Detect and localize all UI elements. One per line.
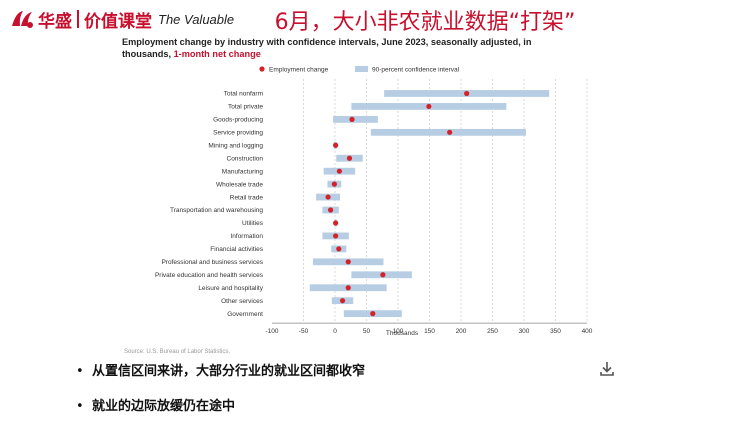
data-point	[447, 129, 453, 135]
category-label: Government	[227, 311, 263, 318]
category-label: Service providing	[213, 130, 263, 137]
category-label: Information	[230, 233, 263, 240]
data-point	[325, 194, 331, 200]
category-label: Utilities	[242, 220, 264, 227]
chart-legend: Employment change 90-percent confidence …	[259, 66, 460, 74]
category-label: Construction	[227, 155, 264, 162]
x-tick-label: 350	[550, 328, 561, 335]
chart-points	[325, 90, 470, 317]
category-label: Leisure and hospitality	[198, 285, 263, 292]
brand-logo: 华盛 价值课堂 The Valuable	[10, 6, 234, 32]
category-label: Manufacturing	[222, 168, 264, 175]
x-tick-label: 300	[519, 328, 530, 335]
data-point	[346, 155, 353, 161]
data-point	[333, 220, 339, 226]
data-point	[426, 103, 432, 110]
category-label: Financial activities	[210, 246, 263, 253]
bullet-item-1: 从置信区间来讲，大部分行业的就业区间都收窄	[76, 360, 365, 379]
category-label: Transportation and warehousing	[170, 207, 263, 214]
data-point	[333, 233, 339, 239]
data-point	[327, 207, 334, 213]
logo-text-en: The Valuable	[158, 11, 235, 27]
legend-label-employment-change: Employment change	[269, 67, 329, 74]
x-tick-label: 0	[333, 328, 337, 335]
data-point	[333, 142, 339, 148]
logo-mark-icon	[12, 11, 33, 28]
x-tick-label: 150	[424, 328, 435, 335]
x-tick-label: 100	[393, 328, 404, 335]
download-icon[interactable]	[598, 360, 616, 378]
x-tick-label: 50	[363, 328, 371, 335]
data-point	[339, 298, 346, 304]
data-point	[370, 311, 376, 317]
logo-separator	[77, 10, 79, 28]
category-label: Total private	[228, 104, 263, 111]
x-tick-label: 200	[456, 328, 467, 335]
data-point	[349, 116, 355, 122]
category-label: Goods-producing	[213, 117, 263, 124]
legend-ci-marker	[355, 66, 368, 72]
category-label: Mining and logging	[208, 142, 263, 149]
x-tick-label: 400	[582, 328, 593, 335]
chart-source: Source: U.S. Bureau of Labor Statistics.	[124, 349, 231, 355]
x-axis-label: Thousands	[386, 330, 419, 337]
data-point	[331, 181, 337, 187]
slide-title: 6月，大小非农就业数据“打架”	[274, 10, 576, 35]
data-point	[345, 285, 351, 291]
data-point	[336, 246, 342, 252]
category-label: Private education and health services	[155, 272, 264, 279]
logo-text-cn-1: 华盛	[38, 11, 72, 32]
category-label: Total nonfarm	[224, 91, 263, 98]
data-point	[336, 168, 343, 174]
category-label: Professional and business services	[161, 259, 263, 266]
bullet-item-2: 就业的边际放缓仍在途中	[76, 395, 235, 414]
chart-x-tick-labels: -100 -50 0 50 100 150 200 250 300 350 400	[265, 328, 592, 335]
data-point	[345, 259, 351, 265]
x-tick-label: 250	[487, 328, 498, 335]
chart-category-labels: Total nonfarm Total private Goods-producin…	[155, 91, 264, 318]
data-point	[380, 272, 386, 278]
legend-label-ci: 90-percent confidence interval	[372, 67, 460, 74]
x-tick-label: -50	[299, 328, 309, 335]
category-label: Retail trade	[230, 194, 264, 201]
ci-bar	[333, 115, 378, 123]
chart-title-highlight: 1-month net change	[173, 48, 261, 59]
data-point	[464, 90, 470, 97]
legend-point-marker	[259, 66, 265, 72]
x-tick-label: -100	[265, 328, 278, 335]
logo-text-cn-2: 价值课堂	[84, 11, 152, 32]
chart-title-main: Employment change by industry with confi…	[122, 37, 532, 59]
chart-title: Employment change by industry with confi…	[122, 37, 582, 60]
category-label: Other services	[221, 298, 264, 305]
category-label: Wholesale trade	[216, 181, 263, 188]
